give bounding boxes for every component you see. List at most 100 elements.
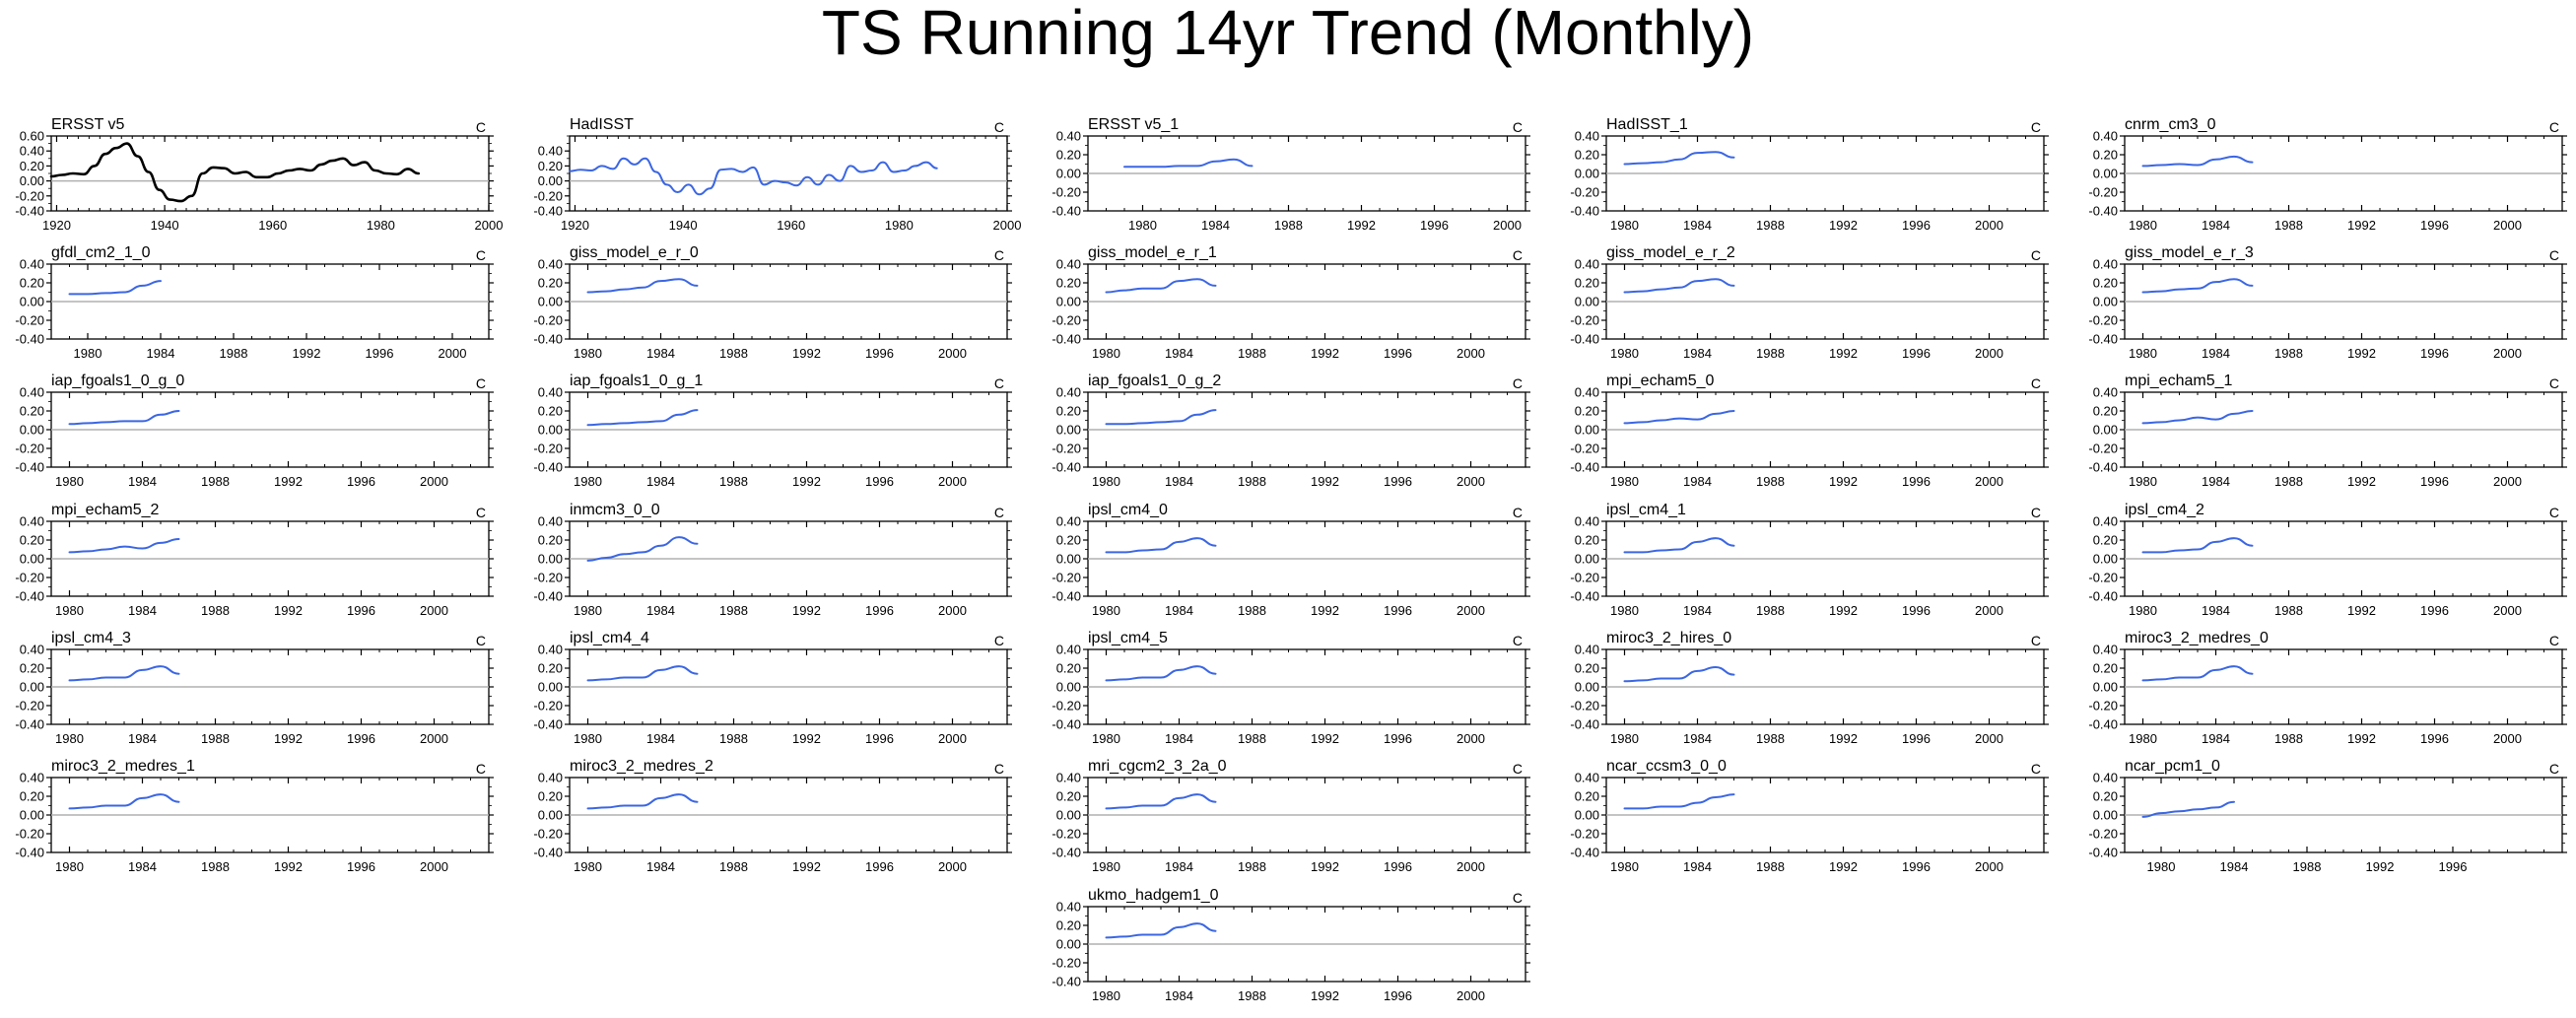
x-tick-label: 1984 — [1683, 731, 1712, 746]
x-tick-label: 1984 — [1165, 346, 1193, 361]
x-tick-label: 2000 — [1457, 474, 1485, 489]
x-tick-label: 1980 — [2147, 859, 2176, 874]
y-tick-label: 0.00 — [20, 423, 44, 438]
y-tick-label: 0.40 — [1056, 385, 1081, 400]
y-tick-label: 0.20 — [538, 789, 563, 804]
x-tick-label: 2000 — [1457, 603, 1485, 618]
chart-title: miroc3_2_medres_1 — [51, 758, 195, 775]
x-tick-label: 1960 — [777, 218, 805, 233]
x-tick-label: 1992 — [1829, 346, 1858, 361]
y-tick-label: 0.40 — [20, 514, 44, 529]
x-tick-label: 1988 — [1756, 346, 1785, 361]
chart-panel: 1980 1984 1988 1992 1996 2000 0.40 0.20 0.00 -0.2… — [1051, 373, 1530, 489]
y-tick-label: 0.20 — [1575, 661, 1599, 676]
x-tick-label: 1980 — [1610, 859, 1639, 874]
y-tick-label: -0.20 — [2088, 571, 2118, 585]
x-tick-label: 2000 — [420, 474, 448, 489]
chart-panel: 1980 1984 1988 1992 1996 2000 0.40 0.20 0.00 -0.2… — [1570, 373, 2049, 489]
x-tick-label: 1992 — [1347, 218, 1376, 233]
units-label: C — [2549, 375, 2559, 391]
x-tick-label: 1988 — [2274, 603, 2303, 618]
x-tick-label: 1992 — [2347, 346, 2376, 361]
x-tick-label: 2000 — [475, 218, 504, 233]
x-tick-label: 1996 — [1902, 474, 1931, 489]
x-tick-label: 1988 — [2274, 346, 2303, 361]
units-label: C — [2549, 119, 2559, 135]
units-label: C — [2031, 119, 2041, 135]
y-tick-label: 0.40 — [538, 385, 563, 400]
x-tick-label: 1992 — [274, 731, 303, 746]
units-label: C — [2031, 505, 2041, 520]
units-label: C — [476, 505, 486, 520]
x-tick-label: 2000 — [1457, 988, 1485, 1003]
chart-panel: 1980 1984 1988 1992 1996 2000 0.40 0.20 0.00 -0.2… — [533, 630, 1012, 746]
chart-panel: 1980 1984 1988 1992 1996 2000 0.40 0.20 0.00 -0.2… — [2088, 244, 2567, 361]
x-tick-label: 1984 — [1201, 218, 1230, 233]
y-tick-label: 0.20 — [20, 533, 44, 548]
y-tick-label: 0.20 — [1575, 404, 1599, 419]
y-tick-label: -0.40 — [1051, 846, 1081, 860]
units-label: C — [994, 119, 1004, 135]
y-tick-label: 0.40 — [1575, 385, 1599, 400]
x-tick-label: 1980 — [1092, 603, 1120, 618]
x-tick-label: 1980 — [885, 218, 914, 233]
x-tick-label: 1996 — [1384, 603, 1412, 618]
y-tick-label: -0.40 — [15, 460, 44, 475]
x-tick-label: 1988 — [1756, 859, 1785, 874]
x-tick-label: 1980 — [74, 346, 102, 361]
y-tick-label: -0.20 — [1051, 571, 1081, 585]
x-tick-label: 1940 — [151, 218, 179, 233]
y-tick-label: 0.20 — [1056, 918, 1081, 933]
x-tick-label: 1992 — [2347, 474, 2376, 489]
y-tick-label: -0.20 — [1051, 185, 1081, 200]
x-tick-label: 1992 — [274, 474, 303, 489]
x-tick-label: 1996 — [865, 859, 894, 874]
x-tick-label: 1980 — [1128, 218, 1157, 233]
x-tick-label: 1996 — [347, 731, 375, 746]
x-tick-label: 1988 — [1756, 731, 1785, 746]
y-tick-label: 0.40 — [538, 771, 563, 785]
y-tick-label: -0.40 — [1570, 589, 1599, 604]
x-tick-label: 1980 — [1092, 731, 1120, 746]
x-tick-label: 1988 — [719, 603, 748, 618]
units-label: C — [476, 633, 486, 648]
y-tick-label: 0.20 — [538, 159, 563, 173]
chart-title: mri_cgcm2_3_2a_0 — [1088, 758, 1227, 775]
y-tick-label: -0.40 — [2088, 460, 2118, 475]
chart-title: HadISST — [570, 116, 634, 133]
y-tick-label: -0.20 — [533, 188, 563, 203]
y-tick-label: 0.00 — [1056, 295, 1081, 309]
y-tick-label: 0.00 — [538, 808, 563, 823]
x-tick-label: 1984 — [646, 346, 675, 361]
y-tick-label: 0.00 — [1575, 680, 1599, 695]
x-tick-label: 1980 — [2129, 474, 2157, 489]
x-tick-label: 1988 — [719, 859, 748, 874]
x-tick-label: 1984 — [1165, 859, 1193, 874]
x-tick-label: 2000 — [938, 859, 967, 874]
chart-title: iap_fgoals1_0_g_0 — [51, 373, 184, 389]
chart-panel: 1980 1984 1988 1992 1996 2000 0.40 0.20 0.00 -0.2… — [533, 373, 1012, 489]
x-tick-label: 2000 — [439, 346, 467, 361]
x-tick-label: 1984 — [128, 731, 157, 746]
y-tick-label: -0.40 — [1570, 204, 1599, 219]
units-label: C — [476, 247, 486, 263]
x-tick-label: 1984 — [646, 731, 675, 746]
chart-title: ipsl_cm4_3 — [51, 630, 131, 646]
y-tick-label: -0.20 — [1570, 313, 1599, 328]
x-tick-label: 1992 — [2347, 731, 2376, 746]
units-label: C — [994, 505, 1004, 520]
x-tick-label: 2000 — [2493, 346, 2522, 361]
x-tick-label: 1988 — [1756, 474, 1785, 489]
units-label: C — [2549, 633, 2559, 648]
y-tick-label: -0.20 — [1051, 956, 1081, 971]
chart-title: iap_fgoals1_0_g_2 — [1088, 373, 1221, 389]
chart-panel: 1980 1984 1988 1992 1996 2000 0.40 0.20 0.00 -0.2… — [15, 373, 494, 489]
x-tick-label: 1984 — [128, 603, 157, 618]
y-tick-label: -0.20 — [2088, 185, 2118, 200]
y-tick-label: -0.20 — [1570, 699, 1599, 713]
x-tick-label: 1980 — [1610, 731, 1639, 746]
units-label: C — [1513, 119, 1523, 135]
x-tick-label: 1992 — [792, 603, 821, 618]
y-tick-label: 0.40 — [2093, 643, 2118, 657]
y-tick-label: 0.20 — [1056, 148, 1081, 163]
